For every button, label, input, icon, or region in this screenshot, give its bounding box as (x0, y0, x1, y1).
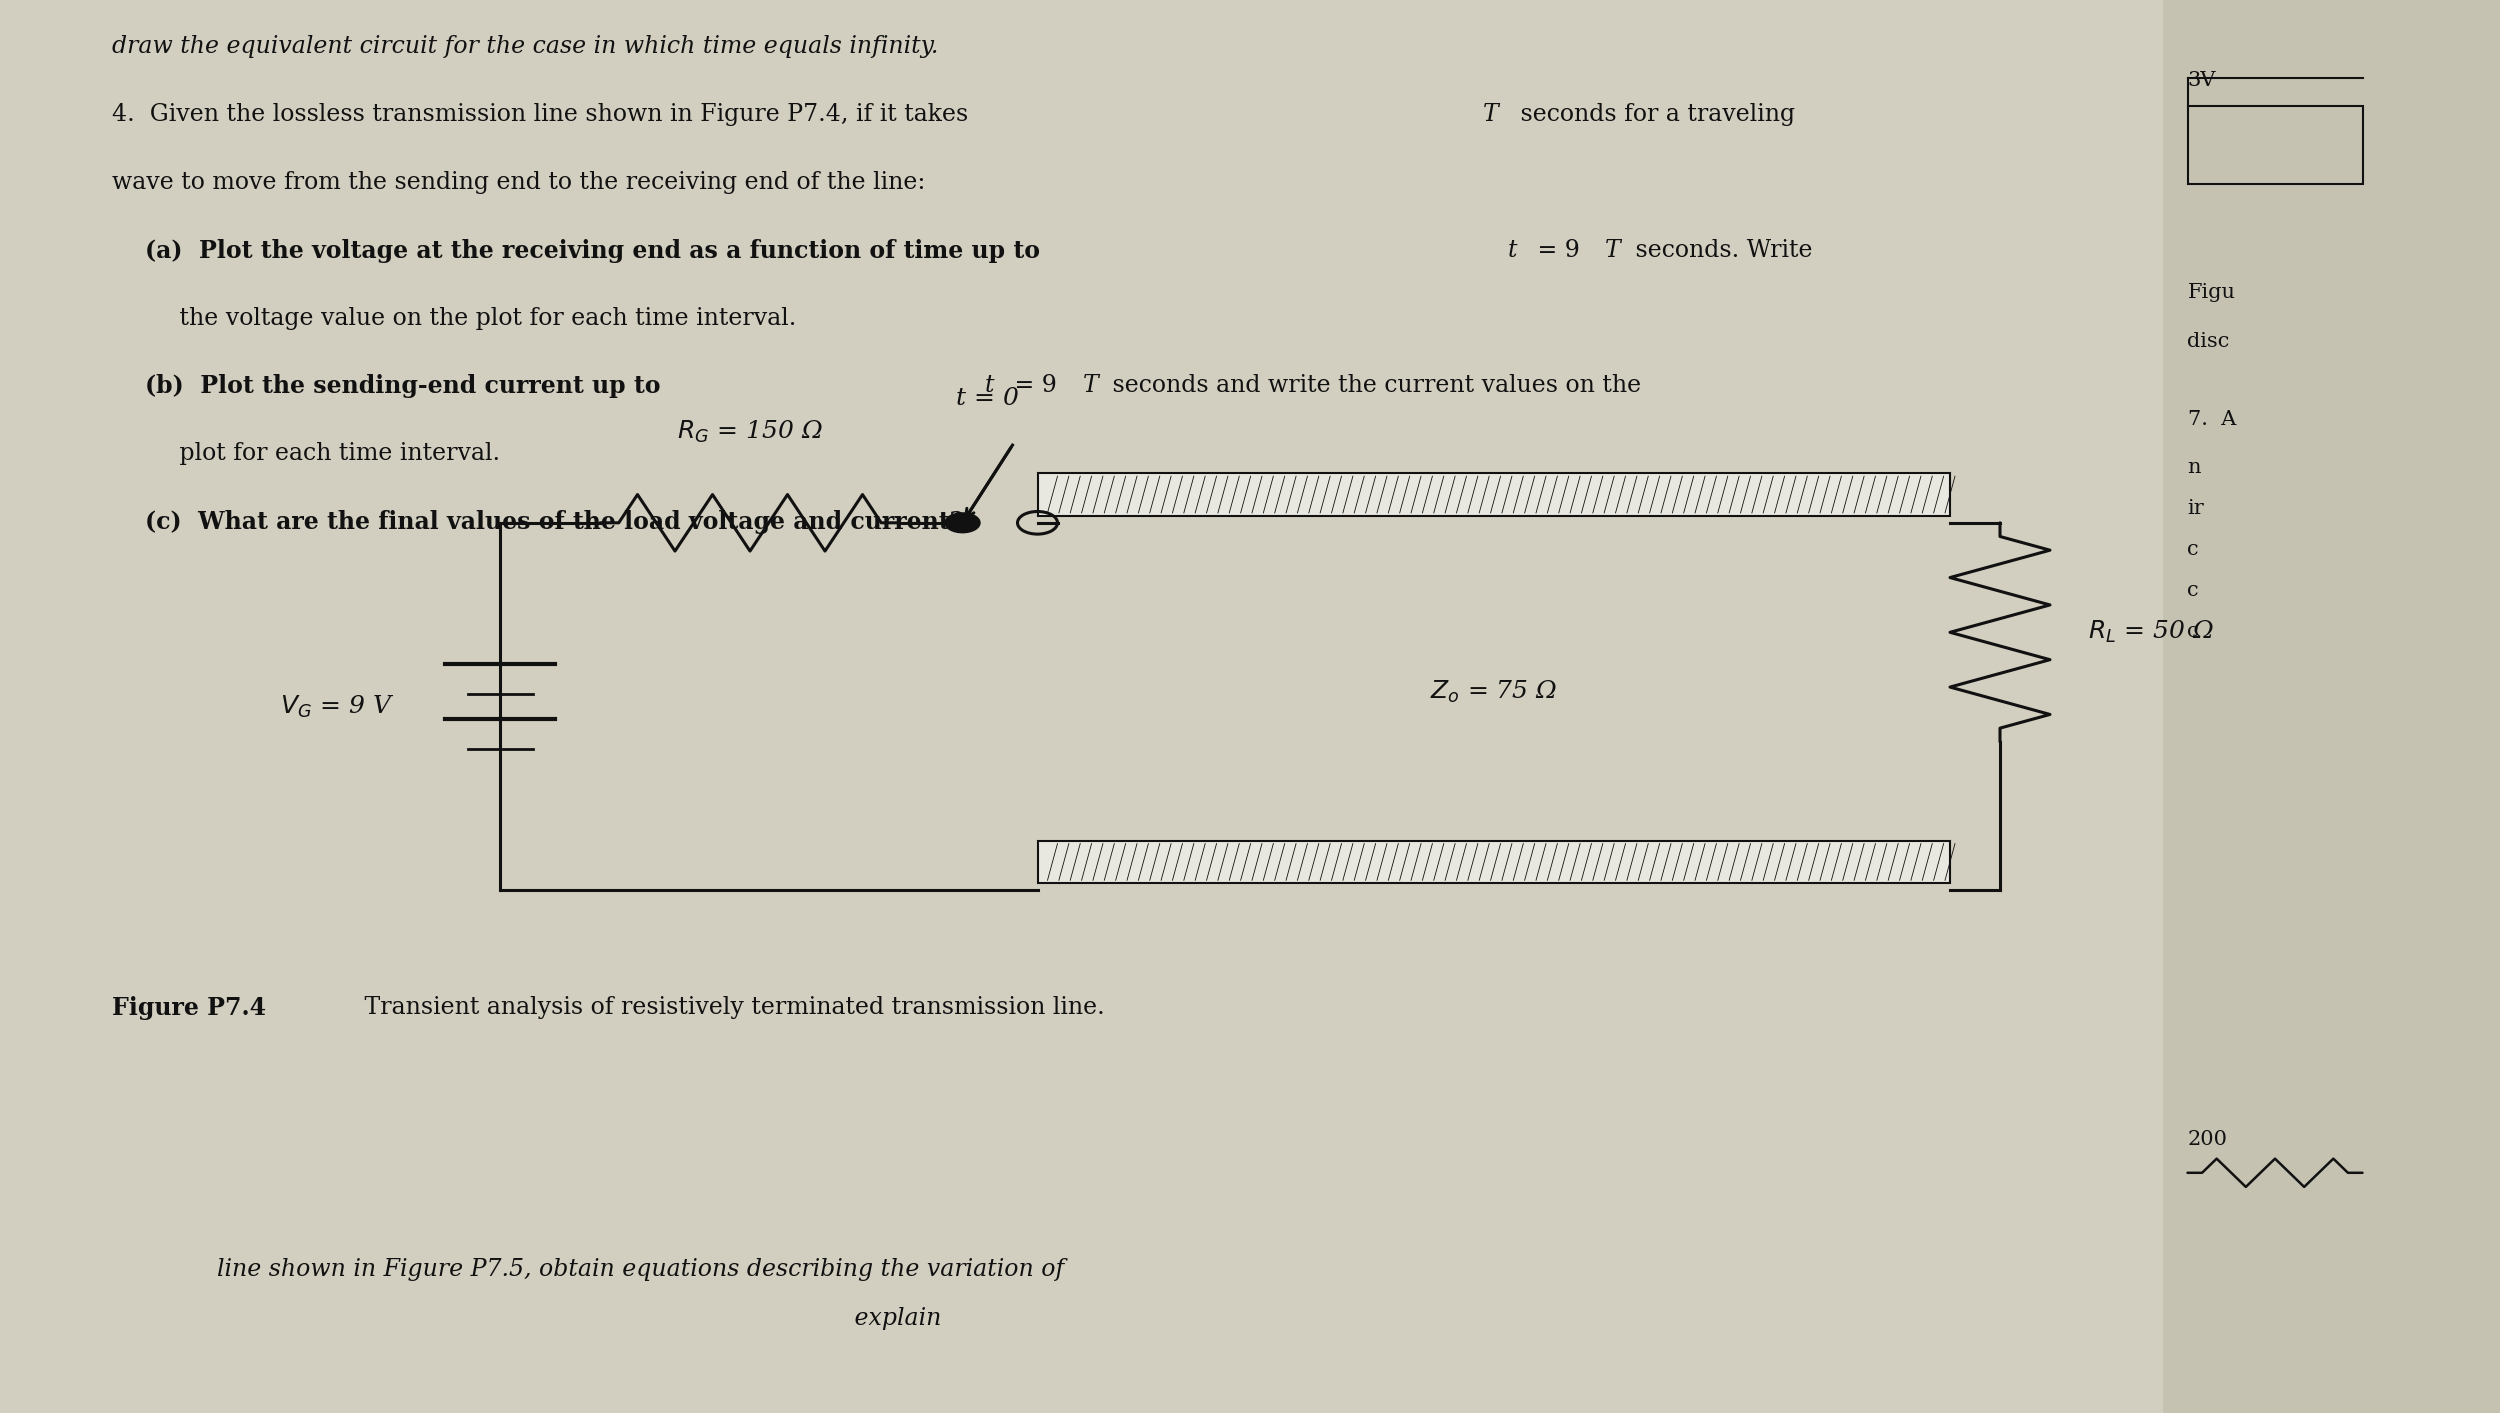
Text: t: t (985, 374, 995, 397)
Text: disc: disc (2188, 332, 2230, 350)
Text: c: c (2188, 581, 2200, 599)
Text: t = 0: t = 0 (955, 387, 1020, 410)
Text: ir: ir (2188, 499, 2205, 517)
Text: (b)  Plot the sending-end current up to: (b) Plot the sending-end current up to (112, 374, 670, 398)
Bar (1038, 473, 1950, 516)
Text: Figu: Figu (2188, 283, 2235, 301)
Text: t: t (1508, 239, 1518, 261)
Circle shape (945, 513, 980, 533)
Text: Transient analysis of resistively terminated transmission line.: Transient analysis of resistively termin… (342, 996, 1105, 1019)
Text: $R_L$ = 50 Ω: $R_L$ = 50 Ω (2088, 619, 2212, 646)
Text: explain: explain (112, 1307, 942, 1330)
Text: 200: 200 (2188, 1130, 2228, 1149)
Text: n: n (2188, 458, 2200, 476)
Text: 7.  A: 7. A (2188, 410, 2235, 428)
Text: (c)  What are the final values of the load voltage and current?: (c) What are the final values of the loa… (112, 510, 965, 534)
Text: = 9: = 9 (1008, 374, 1058, 397)
Text: c: c (2188, 622, 2200, 640)
Text: the voltage value on the plot for each time interval.: the voltage value on the plot for each t… (112, 307, 798, 329)
Text: $R_G$ = 150 Ω: $R_G$ = 150 Ω (678, 418, 822, 445)
Text: line shown in Figure P7.5, obtain equations describing the variation of: line shown in Figure P7.5, obtain equati… (112, 1258, 1065, 1280)
Text: Figure P7.4: Figure P7.4 (112, 996, 268, 1020)
Text: $V_G$ = 9 V: $V_G$ = 9 V (280, 694, 395, 719)
Text: seconds. Write: seconds. Write (1628, 239, 1812, 261)
Text: (a)  Plot the voltage at the receiving end as a function of time up to: (a) Plot the voltage at the receiving en… (112, 239, 1050, 263)
Text: 3V: 3V (2188, 71, 2215, 89)
Bar (0, 0, 2162, 1413)
Text: T: T (1482, 103, 1498, 126)
Text: wave to move from the sending end to the receiving end of the line:: wave to move from the sending end to the… (112, 171, 925, 194)
Bar (2188, 106, 2362, 184)
Bar (1038, 841, 1950, 883)
Text: plot for each time interval.: plot for each time interval. (112, 442, 500, 465)
Text: T: T (1605, 239, 1620, 261)
Text: = 9: = 9 (1530, 239, 1580, 261)
Text: draw the equivalent circuit for the case in which time equals infinity.: draw the equivalent circuit for the case… (112, 35, 940, 58)
Text: seconds for a traveling: seconds for a traveling (1512, 103, 1795, 126)
Bar (2162, 0, 2500, 1413)
Text: 4.  Given the lossless transmission line shown in Figure P7.4, if it takes: 4. Given the lossless transmission line … (112, 103, 975, 126)
Text: $Z_o$ = 75 Ω: $Z_o$ = 75 Ω (1430, 680, 1558, 705)
Text: c: c (2188, 540, 2200, 558)
Text: seconds and write the current values on the: seconds and write the current values on … (1105, 374, 1640, 397)
Text: T: T (1082, 374, 1098, 397)
